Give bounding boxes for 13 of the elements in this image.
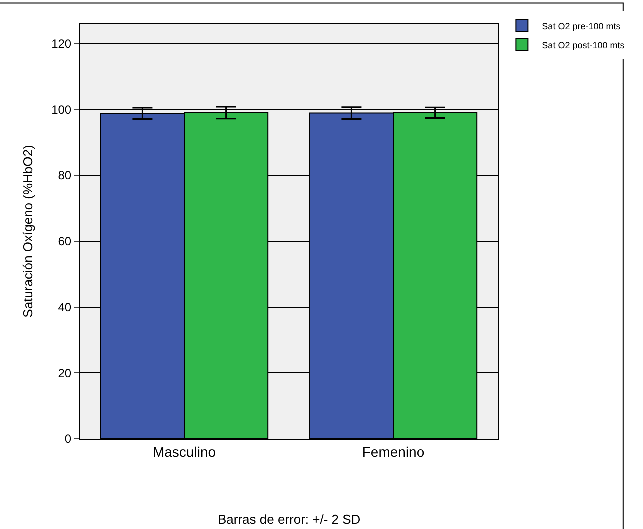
y-tick-label: 80 (58, 168, 72, 183)
x-tick-label: Masculino (152, 444, 216, 460)
legend-label: Sat O2 post-100 mts (542, 40, 626, 51)
text: Barras de error: +/- 2 SD (218, 512, 361, 527)
y-tick-label: 0 (64, 432, 72, 446)
y-tick-label: 60 (58, 234, 72, 249)
y-tick-label: 20 (58, 366, 72, 380)
y-tick-label: 100 (52, 102, 72, 117)
y-axis-title: Saturación Oxígeno (%HbO2) (20, 145, 36, 318)
x-tick-label: Femenino (362, 444, 425, 460)
y-tick-label: 40 (58, 300, 72, 314)
legend-label: Sat O2 pre-100 mts (542, 22, 622, 32)
y-tick-label: 120 (52, 36, 72, 51)
